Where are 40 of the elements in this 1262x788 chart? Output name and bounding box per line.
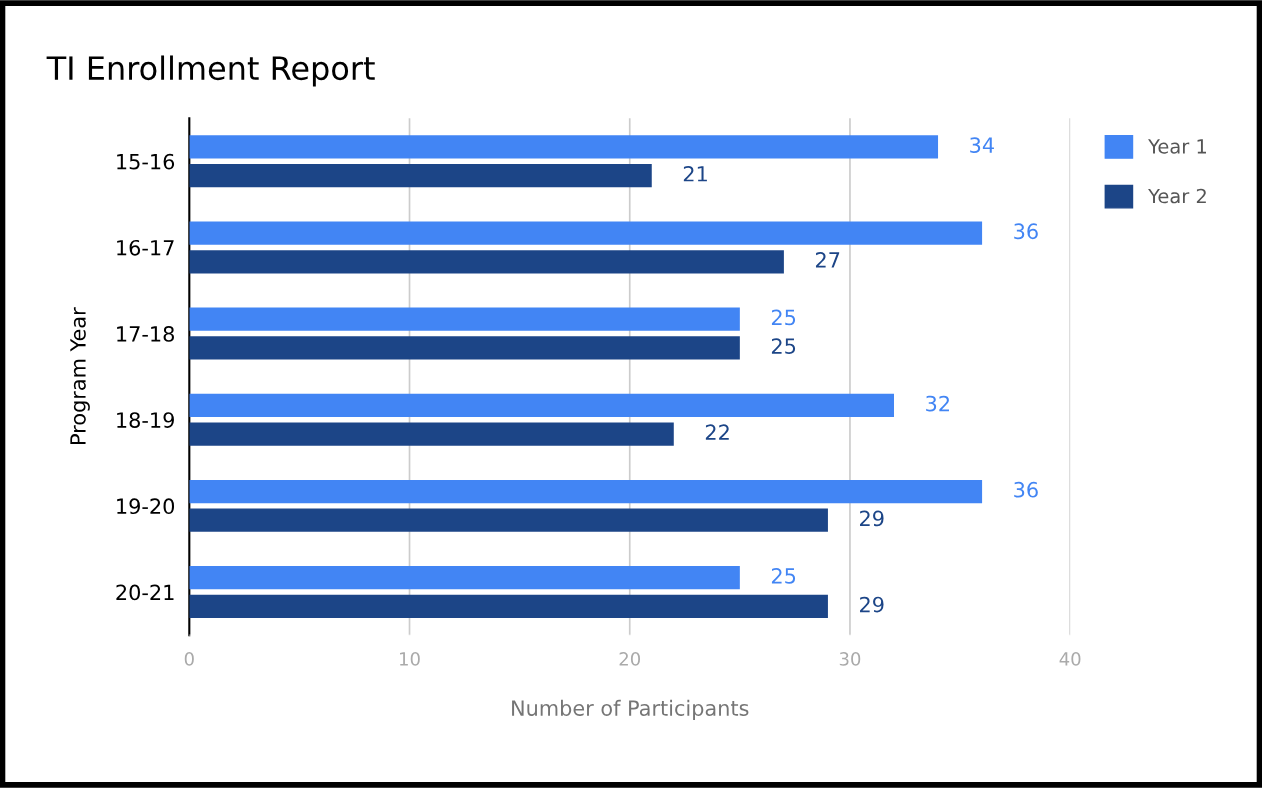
legend-label: Year 1 (1148, 139, 1206, 154)
data-label: 32 (926, 395, 949, 412)
y-axis-title: Program Year (70, 307, 90, 444)
data-label: 34 (970, 137, 994, 153)
y-tick-label: 20-21 (116, 584, 174, 601)
data-label: 22 (705, 424, 729, 440)
bar (189, 508, 828, 532)
data-label: 36 (1014, 481, 1038, 498)
bar (189, 566, 740, 590)
y-tick-label: 16-17 (117, 239, 174, 256)
x-tick-label: 40 (1059, 652, 1081, 666)
data-label: 25 (771, 338, 796, 354)
y-tick-label: 17-18 (117, 326, 174, 342)
bar (189, 250, 784, 274)
bar (189, 479, 983, 504)
x-tick-label: 0 (184, 652, 194, 666)
data-label: 21 (683, 165, 707, 182)
data-label: 36 (1014, 223, 1038, 240)
x-tick-label: 20 (619, 652, 641, 666)
data-label: 25 (771, 567, 796, 584)
y-tick-label: 15-16 (117, 153, 175, 170)
bar (189, 422, 674, 446)
data-label: 25 (771, 309, 796, 326)
bar (189, 163, 652, 188)
bar (189, 307, 740, 331)
y-tick-label: 19-20 (117, 498, 175, 515)
bar (189, 336, 740, 360)
bar (189, 594, 828, 619)
y-tick-label: 18-19 (117, 412, 174, 428)
x-axis-title: Number of Participants (512, 699, 749, 720)
bar (189, 393, 894, 418)
data-label: 29 (860, 510, 884, 527)
bar (189, 221, 983, 245)
x-tick-label: 30 (839, 652, 861, 666)
legend-label: Year 2 (1148, 188, 1206, 204)
x-tick-label: 10 (400, 652, 420, 666)
data-label: 29 (860, 596, 884, 613)
data-label: 27 (815, 252, 840, 268)
bar (189, 135, 939, 159)
chart-title: TI Enrollment Report (46, 55, 375, 87)
